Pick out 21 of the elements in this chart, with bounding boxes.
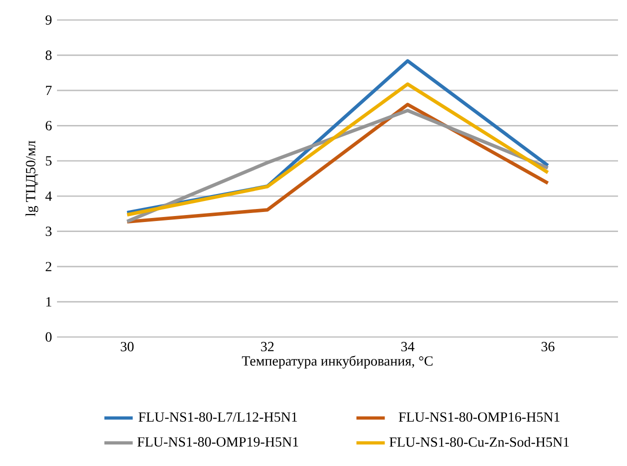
x-axis-title: Температура инкубирования, °C [242,356,433,369]
legend-label: FLU-NS1-80-OMP16-H5N1 [398,412,560,422]
line-series [125,82,550,217]
y-tick-label: 0 [46,332,52,342]
x-tick-label: 30 [120,342,134,352]
x-tick-label: 34 [401,342,414,352]
y-tick-label: 3 [46,226,52,236]
y-tick-label: 9 [46,15,52,25]
y-tick-label: 5 [46,156,52,166]
y-tick-label: 2 [46,262,52,272]
x-tick-label: 36 [542,342,554,352]
legend-label: FLU-NS1-80-Cu-Zn-Sod-H5N1 [390,436,569,447]
y-axis-title: lg ТЦД50/мл [26,140,38,216]
y-tick-label: 7 [46,86,52,96]
legend-label: FLU-NS1-80-OMP19-H5N1 [137,437,298,447]
y-tick-label: 8 [46,50,52,60]
y-tick-label: 4 [45,192,52,201]
x-tick-label: 32 [261,342,274,352]
legend-label: FLU-NS1-80-L7/L12-H5N1 [138,412,297,422]
y-tick-label: 6 [46,120,52,130]
y-tick-label: 1 [46,297,52,306]
